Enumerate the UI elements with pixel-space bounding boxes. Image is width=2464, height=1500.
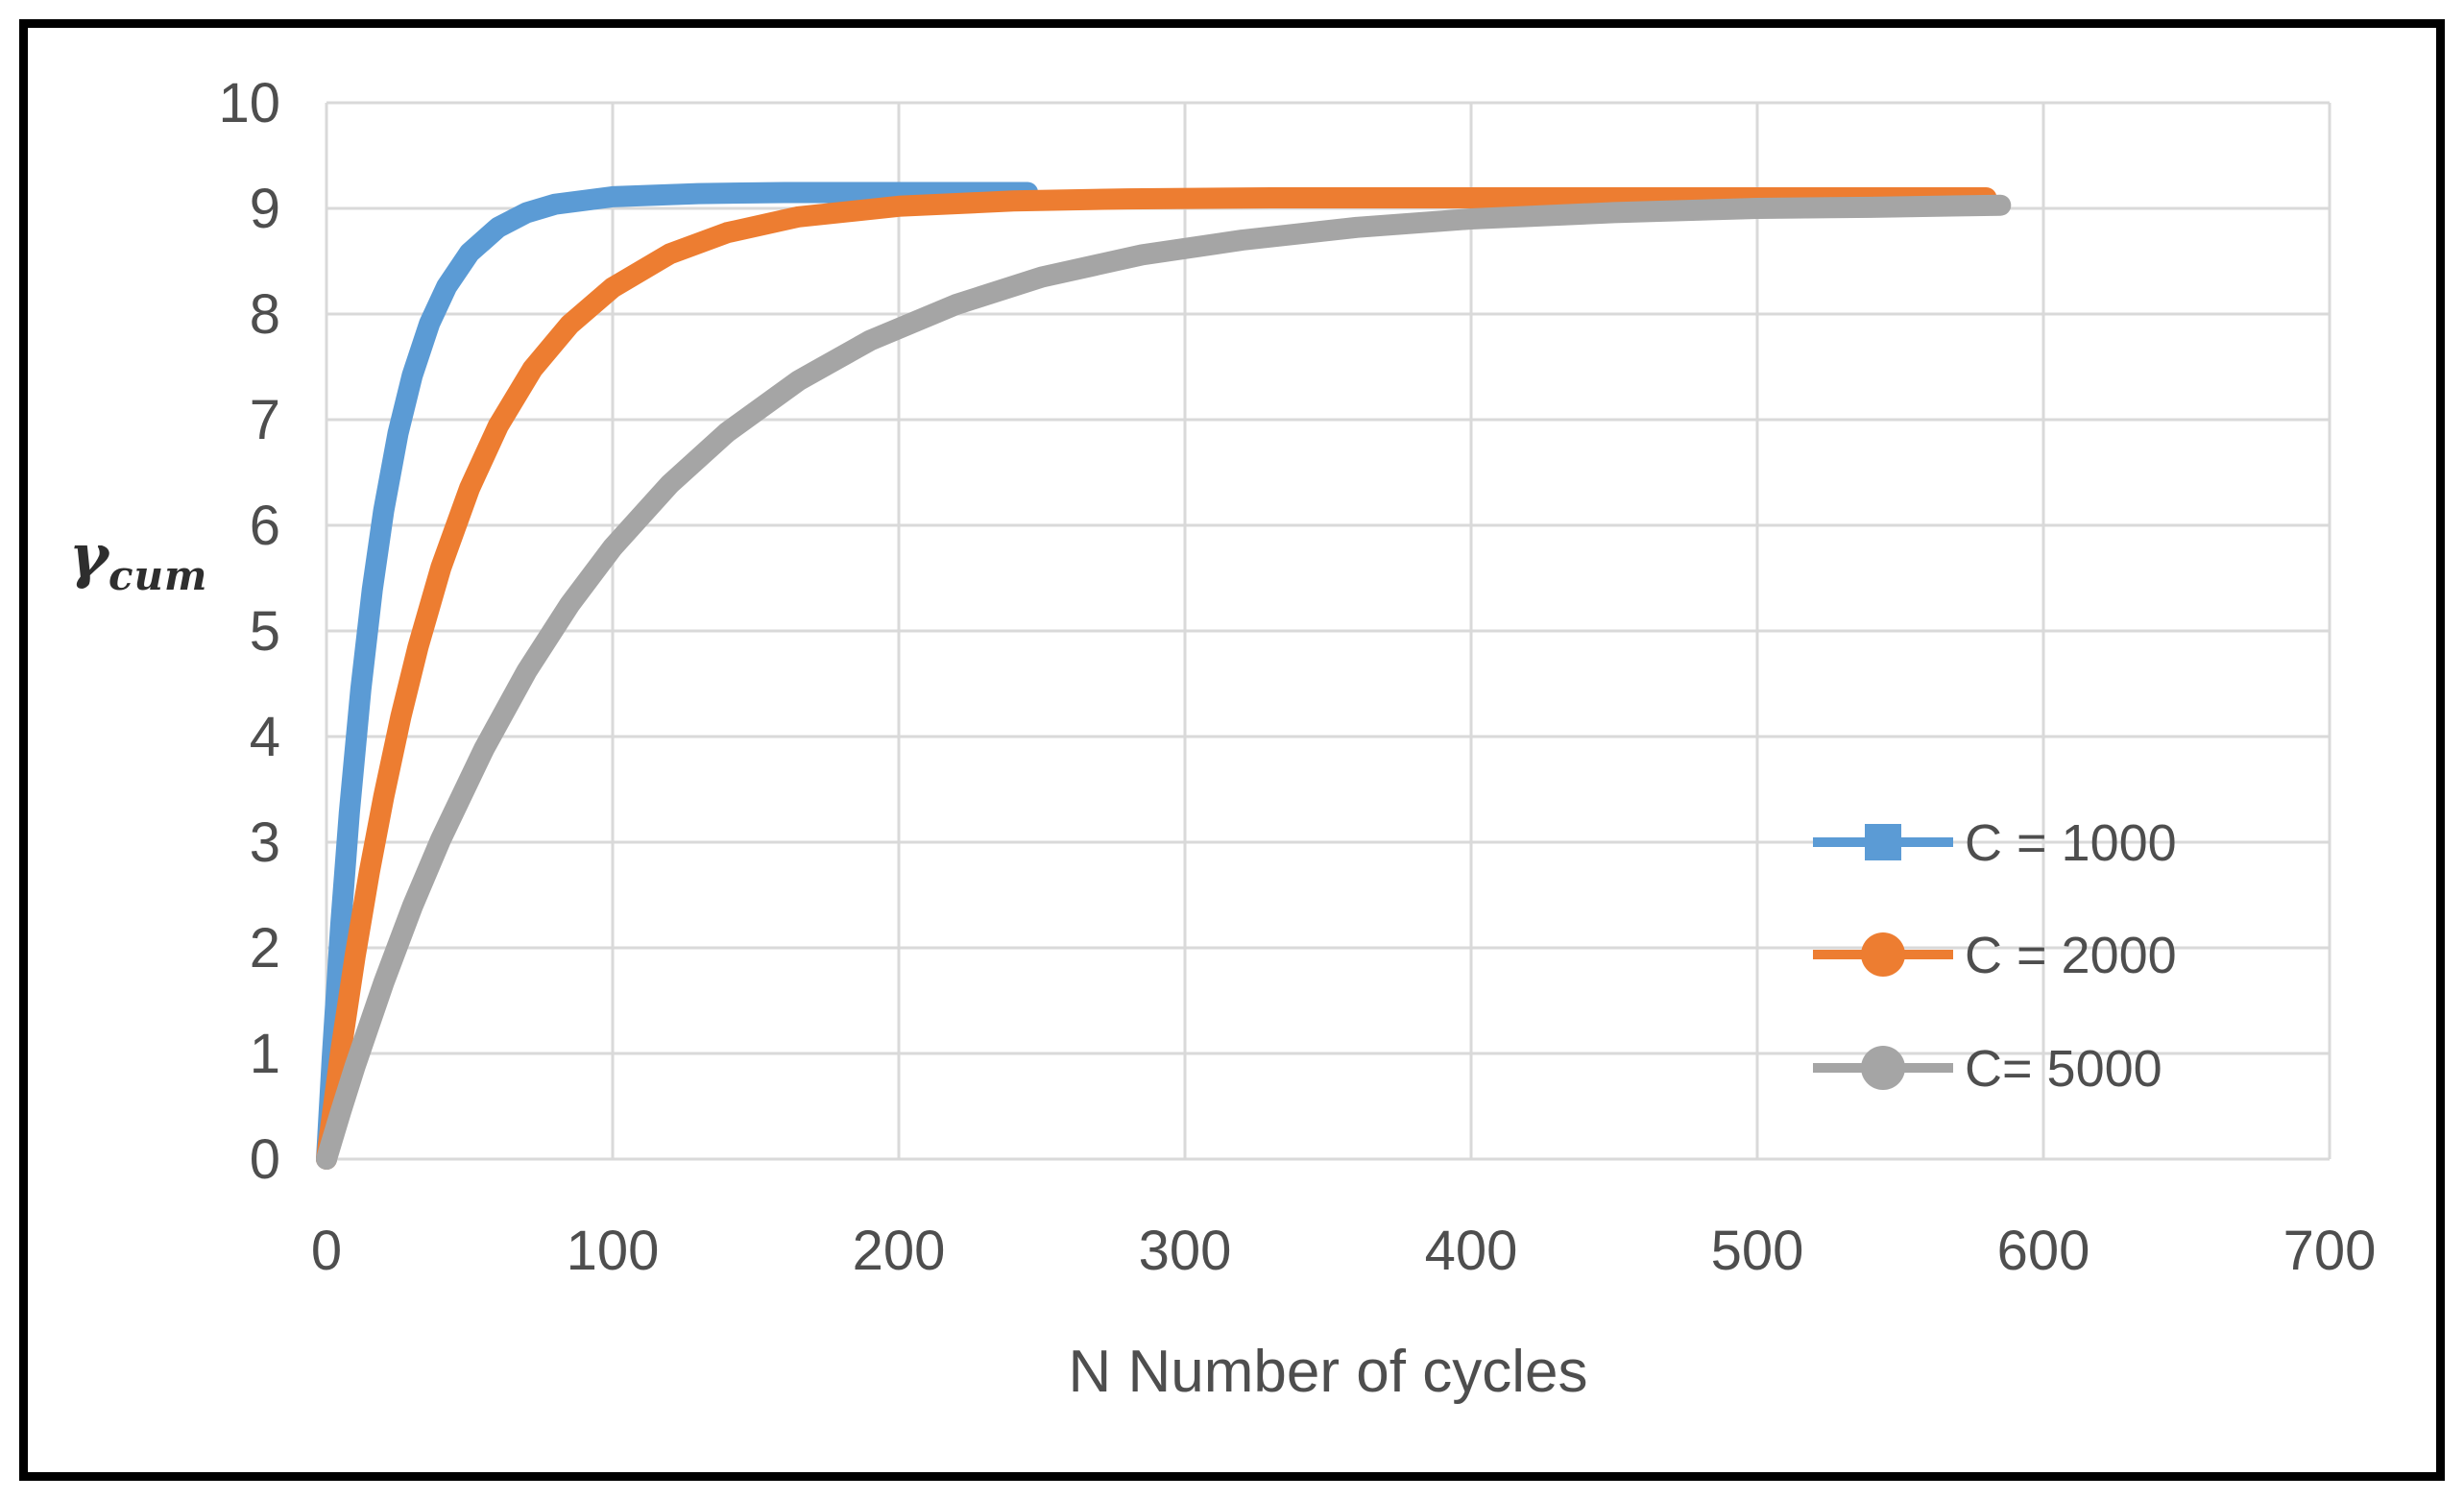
x-tick-label: 0 (311, 1220, 342, 1282)
y-axis-title-subscript: cum (108, 552, 208, 599)
y-tick-label: 7 (250, 389, 280, 451)
series-line-0 (316, 181, 1039, 1170)
series-line-1 (316, 187, 1997, 1170)
y-tick-label: 0 (250, 1128, 280, 1191)
x-tick-label: 100 (567, 1220, 660, 1282)
legend-marker-square-0 (1865, 824, 1901, 860)
y-tick-label: 9 (250, 178, 280, 240)
x-tick-label: 200 (853, 1220, 946, 1282)
series-line-2 (316, 194, 2012, 1170)
y-tick-label: 4 (250, 706, 280, 768)
legend-marker-circle-1 (1861, 932, 1905, 977)
y-tick-label: 2 (250, 917, 280, 980)
x-tick-label: 300 (1139, 1220, 1232, 1282)
y-tick-label: 10 (218, 72, 280, 134)
legend-label-1: C = 2000 (1965, 927, 2177, 984)
x-tick-label: 700 (2283, 1220, 2377, 1282)
x-tick-label: 500 (1711, 1220, 1804, 1282)
y-axis-title: γcum (69, 526, 208, 596)
x-tick-label: 400 (1425, 1220, 1518, 1282)
legend-marker-circle-2 (1861, 1046, 1905, 1090)
x-tick-label: 600 (1997, 1220, 2090, 1282)
y-tick-label: 5 (250, 600, 280, 663)
y-tick-label: 8 (250, 283, 280, 346)
y-tick-label: 3 (250, 811, 280, 874)
y-tick-label: 1 (250, 1023, 280, 1085)
legend-label-0: C = 1000 (1965, 814, 2177, 872)
y-tick-label: 6 (250, 495, 280, 557)
legend-label-2: C= 5000 (1965, 1040, 2162, 1098)
y-axis-title-symbol: γ (69, 520, 109, 591)
x-axis-title: N Number of cycles (1068, 1339, 1588, 1405)
